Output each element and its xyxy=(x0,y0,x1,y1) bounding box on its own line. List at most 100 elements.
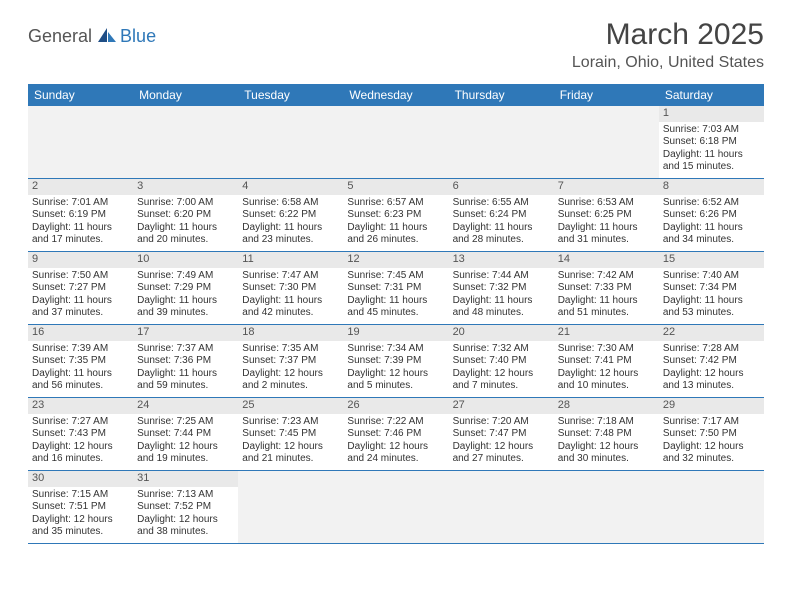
day-number: 15 xyxy=(659,252,764,268)
daylight-text: Daylight: 12 hours and 13 minutes. xyxy=(663,368,760,393)
blank-cell xyxy=(28,106,133,178)
week-row: 9Sunrise: 7:50 AMSunset: 7:27 PMDaylight… xyxy=(28,252,764,325)
day-cell: 1 Sunrise: 7:03 AMSunset: 6:18 PMDaylight… xyxy=(659,106,764,178)
sunrise-text: Sunrise: 7:34 AM xyxy=(347,343,444,356)
week-row: 16Sunrise: 7:39 AMSunset: 7:35 PMDayligh… xyxy=(28,325,764,398)
day-cell: 3Sunrise: 7:00 AMSunset: 6:20 PMDaylight… xyxy=(133,179,238,251)
daylight-text: Daylight: 11 hours and 39 minutes. xyxy=(137,295,234,320)
sunset-text: Sunset: 7:44 PM xyxy=(137,428,234,441)
day-header-mon: Monday xyxy=(133,84,238,106)
logo-text-general: General xyxy=(28,26,92,47)
week-row: 23Sunrise: 7:27 AMSunset: 7:43 PMDayligh… xyxy=(28,398,764,471)
sunset-text: Sunset: 7:52 PM xyxy=(137,501,234,514)
day-number: 17 xyxy=(133,325,238,341)
daylight-text: Daylight: 12 hours and 2 minutes. xyxy=(242,368,339,393)
daylight-text: Daylight: 11 hours and 45 minutes. xyxy=(347,295,444,320)
daylight-text: Daylight: 11 hours and 23 minutes. xyxy=(242,222,339,247)
day-number: 25 xyxy=(238,398,343,414)
day-number: 1 xyxy=(659,106,764,122)
day-number: 7 xyxy=(554,179,659,195)
sunset-text: Sunset: 7:35 PM xyxy=(32,355,129,368)
daylight-text: Daylight: 12 hours and 30 minutes. xyxy=(558,441,655,466)
sunset-text: Sunset: 7:27 PM xyxy=(32,282,129,295)
sunset-text: Sunset: 6:23 PM xyxy=(347,209,444,222)
day-number: 28 xyxy=(554,398,659,414)
daylight-text: Daylight: 11 hours and 15 minutes. xyxy=(663,149,760,174)
sunset-text: Sunset: 6:20 PM xyxy=(137,209,234,222)
sunrise-text: Sunrise: 7:47 AM xyxy=(242,270,339,283)
sunrise-text: Sunrise: 7:42 AM xyxy=(558,270,655,283)
day-cell: 10Sunrise: 7:49 AMSunset: 7:29 PMDayligh… xyxy=(133,252,238,324)
day-number: 29 xyxy=(659,398,764,414)
blank-cell xyxy=(238,471,343,543)
daylight-text: Daylight: 12 hours and 19 minutes. xyxy=(137,441,234,466)
sunrise-text: Sunrise: 7:32 AM xyxy=(453,343,550,356)
sunset-text: Sunset: 7:51 PM xyxy=(32,501,129,514)
sunset-text: Sunset: 7:29 PM xyxy=(137,282,234,295)
logo-sail-icon xyxy=(96,26,118,47)
day-header-row: Sunday Monday Tuesday Wednesday Thursday… xyxy=(28,84,764,106)
sunrise-text: Sunrise: 7:30 AM xyxy=(558,343,655,356)
weeks-container: 1Sunrise: 7:03 AMSunset: 6:18 PMDaylight… xyxy=(28,106,764,544)
sunrise-text: Sunrise: 7:25 AM xyxy=(137,416,234,429)
sunset-text: Sunset: 7:34 PM xyxy=(663,282,760,295)
day-number: 9 xyxy=(28,252,133,268)
sunset-text: Sunset: 7:48 PM xyxy=(558,428,655,441)
sunrise-text: Sunrise: 7:22 AM xyxy=(347,416,444,429)
daylight-text: Daylight: 11 hours and 20 minutes. xyxy=(137,222,234,247)
sunrise-text: Sunrise: 7:01 AM xyxy=(32,197,129,210)
sunset-text: Sunset: 6:19 PM xyxy=(32,209,129,222)
daylight-text: Daylight: 12 hours and 32 minutes. xyxy=(663,441,760,466)
sunset-text: Sunset: 6:26 PM xyxy=(663,209,760,222)
sunrise-text: Sunrise: 7:15 AM xyxy=(32,489,129,502)
day-number: 27 xyxy=(449,398,554,414)
daylight-text: Daylight: 11 hours and 37 minutes. xyxy=(32,295,129,320)
sunset-text: Sunset: 7:37 PM xyxy=(242,355,339,368)
day-number: 31 xyxy=(133,471,238,487)
sunrise-text: Sunrise: 6:57 AM xyxy=(347,197,444,210)
day-cell: 27Sunrise: 7:20 AMSunset: 7:47 PMDayligh… xyxy=(449,398,554,470)
sunset-text: Sunset: 7:39 PM xyxy=(347,355,444,368)
sunset-text: Sunset: 7:30 PM xyxy=(242,282,339,295)
daylight-text: Daylight: 12 hours and 27 minutes. xyxy=(453,441,550,466)
daylight-text: Daylight: 11 hours and 28 minutes. xyxy=(453,222,550,247)
sunset-text: Sunset: 6:18 PM xyxy=(663,136,760,149)
sunrise-text: Sunrise: 7:45 AM xyxy=(347,270,444,283)
day-number: 19 xyxy=(343,325,448,341)
day-cell: 8Sunrise: 6:52 AMSunset: 6:26 PMDaylight… xyxy=(659,179,764,251)
daylight-text: Daylight: 11 hours and 51 minutes. xyxy=(558,295,655,320)
daylight-text: Daylight: 11 hours and 26 minutes. xyxy=(347,222,444,247)
sunrise-text: Sunrise: 7:20 AM xyxy=(453,416,550,429)
day-cell: 6Sunrise: 6:55 AMSunset: 6:24 PMDaylight… xyxy=(449,179,554,251)
day-number: 30 xyxy=(28,471,133,487)
day-number: 26 xyxy=(343,398,448,414)
header: General Blue March 2025 Lorain, Ohio, Un… xyxy=(0,0,792,80)
daylight-text: Daylight: 11 hours and 34 minutes. xyxy=(663,222,760,247)
sunset-text: Sunset: 7:41 PM xyxy=(558,355,655,368)
day-number: 11 xyxy=(238,252,343,268)
daylight-text: Daylight: 12 hours and 24 minutes. xyxy=(347,441,444,466)
sunset-text: Sunset: 6:24 PM xyxy=(453,209,550,222)
blank-cell xyxy=(554,106,659,178)
day-cell: 12Sunrise: 7:45 AMSunset: 7:31 PMDayligh… xyxy=(343,252,448,324)
day-cell: 18Sunrise: 7:35 AMSunset: 7:37 PMDayligh… xyxy=(238,325,343,397)
daylight-text: Daylight: 11 hours and 48 minutes. xyxy=(453,295,550,320)
day-cell: 20Sunrise: 7:32 AMSunset: 7:40 PMDayligh… xyxy=(449,325,554,397)
day-cell: 25Sunrise: 7:23 AMSunset: 7:45 PMDayligh… xyxy=(238,398,343,470)
sunset-text: Sunset: 7:43 PM xyxy=(32,428,129,441)
daylight-text: Daylight: 11 hours and 17 minutes. xyxy=(32,222,129,247)
sunset-text: Sunset: 7:42 PM xyxy=(663,355,760,368)
day-number: 13 xyxy=(449,252,554,268)
sunrise-text: Sunrise: 7:03 AM xyxy=(663,124,760,137)
daylight-text: Daylight: 11 hours and 31 minutes. xyxy=(558,222,655,247)
sunrise-text: Sunrise: 6:58 AM xyxy=(242,197,339,210)
week-row: 1 Sunrise: 7:03 AMSunset: 6:18 PMDaylight… xyxy=(28,106,764,179)
blank-cell xyxy=(238,106,343,178)
sunset-text: Sunset: 6:22 PM xyxy=(242,209,339,222)
sunrise-text: Sunrise: 7:50 AM xyxy=(32,270,129,283)
day-cell: 4 Sunrise: 6:58 AMSunset: 6:22 PMDaylight… xyxy=(238,179,343,251)
day-header-fri: Friday xyxy=(554,84,659,106)
week-row: 2Sunrise: 7:01 AMSunset: 6:19 PMDaylight… xyxy=(28,179,764,252)
sunrise-text: Sunrise: 7:23 AM xyxy=(242,416,339,429)
day-number: 4 xyxy=(238,179,343,195)
